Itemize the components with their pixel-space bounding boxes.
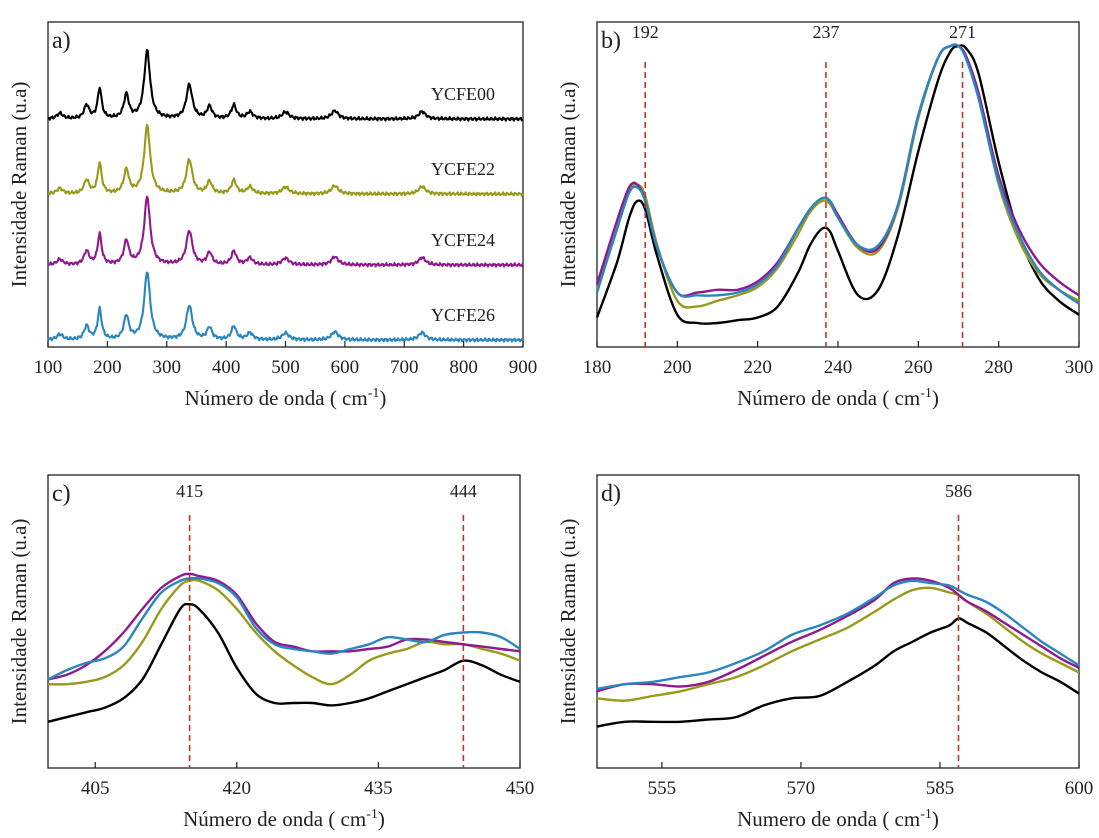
panel-d-xtick-label: 585	[926, 778, 955, 799]
panel-c-xtick-label: 435	[364, 778, 393, 799]
panel-a-frame	[47, 21, 524, 348]
panel-c-xlabel: Número de onda ( cm-1)	[183, 807, 385, 831]
panel-c-series-ycfe00	[47, 602, 521, 723]
panel-b: 192 237 271 180 200 220 240 260 280 300 b) Número d…	[556, 21, 1094, 410]
panel-b-series-ycfe24	[595, 43, 1080, 298]
panel-a-tag: a)	[52, 28, 71, 54]
panel-b-tag: b)	[601, 28, 621, 54]
panel-a-xtick-label: 700	[390, 357, 419, 378]
panel-a-xtick-label: 500	[271, 357, 300, 378]
panel-d: 586 555 570 585 600 d) Numero de onda ( cm-1) I…	[556, 474, 1094, 831]
panel-c-frame	[47, 474, 521, 769]
panel-d-series-ycfe00	[596, 617, 1080, 728]
panel-d-frame	[596, 474, 1080, 769]
panel-d-xtick-label: 570	[787, 778, 816, 799]
panel-a-xtick-label: 900	[509, 357, 538, 378]
panel-b-ylabel: Intensidade Raman (u.a)	[556, 82, 580, 288]
panel-d-marker-label: 586	[945, 481, 972, 501]
panel-c-tag: c)	[52, 481, 71, 507]
panel-c-xtick-label: 420	[223, 778, 252, 799]
panel-b-marker-label: 192	[632, 22, 659, 42]
panel-a-xtick-label: 200	[93, 357, 122, 378]
panel-d-xtick-label: 555	[648, 778, 677, 799]
panel-a-series-ycfe26	[47, 271, 524, 343]
panel-a-ylabel: Intensidade Raman (u.a)	[7, 82, 31, 288]
panel-c-marker-label: 444	[450, 481, 477, 501]
panel-b-xtick-label: 240	[824, 357, 853, 378]
panel-a-series-ycfe24	[47, 195, 524, 268]
panel-c-xtick-label: 450	[506, 778, 535, 799]
panel-b-series-ycfe22	[595, 43, 1080, 309]
panel-b-series-ycfe26	[595, 43, 1080, 305]
panel-a-xtick-label: 600	[331, 357, 360, 378]
panel-b-series-ycfe00	[595, 44, 1080, 325]
panel-d-series-ycfe22	[596, 586, 1080, 702]
panel-c: 415 444 405 420 435 450 c) Número de onda ( cm-…	[7, 474, 535, 831]
panel-a-series-label: YCFE22	[431, 159, 495, 179]
panel-b-xtick-label: 220	[743, 357, 772, 378]
panel-a: YCFE00 YCFE22 YCFE24 YCFE26 100 200 300 400 500 6…	[7, 21, 538, 410]
panel-d-series-ycfe26	[596, 579, 1080, 691]
panel-a-series-ycfe22	[47, 123, 524, 197]
panel-d-ylabel: Intensidade Raman (u.a)	[556, 519, 580, 725]
panel-a-series-ycfe00	[47, 48, 524, 122]
panel-b-xtick-label: 280	[984, 357, 1013, 378]
panel-a-xtick-label: 400	[212, 357, 241, 378]
panel-d-xlabel: Numero de onda ( cm-1)	[737, 807, 939, 831]
panel-a-xtick-label: 300	[153, 357, 182, 378]
panel-c-ylabel: Intensidade Raman (u.a)	[7, 519, 31, 725]
panel-c-series-ycfe26	[47, 576, 521, 681]
panel-a-xtick-label: 100	[34, 357, 63, 378]
panel-c-xtick-label: 405	[81, 778, 110, 799]
panel-d-series-ycfe24	[596, 577, 1080, 693]
panel-c-marker-label: 415	[176, 481, 203, 501]
panel-b-marker-label: 271	[949, 22, 976, 42]
panel-b-xtick-label: 260	[904, 357, 933, 378]
panel-b-xtick-label: 180	[583, 357, 612, 378]
panel-d-xtick-label: 600	[1065, 778, 1094, 799]
panel-c-series-ycfe24	[47, 572, 521, 681]
panel-a-xlabel: Número de onda ( cm-1)	[185, 386, 387, 410]
panel-a-xtick-label: 800	[449, 357, 478, 378]
panel-d-tag: d)	[601, 481, 621, 507]
panel-a-series-label: YCFE24	[431, 230, 495, 250]
panel-c-series-ycfe22	[47, 578, 521, 686]
panel-b-marker-label: 237	[812, 22, 839, 42]
panel-b-xtick-label: 200	[663, 357, 692, 378]
panel-a-series-label: YCFE26	[431, 305, 495, 325]
panel-b-xlabel: Número de onda ( cm-1)	[737, 386, 939, 410]
panel-a-series-label: YCFE00	[431, 84, 495, 104]
panel-b-xtick-label: 300	[1065, 357, 1094, 378]
